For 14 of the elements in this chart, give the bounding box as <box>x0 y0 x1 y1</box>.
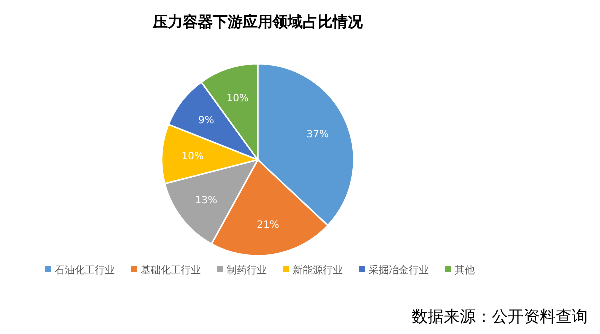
legend-label: 石油化工行业 <box>55 264 115 276</box>
legend-label: 其他 <box>455 264 475 276</box>
legend-label: 采掘冶金行业 <box>369 264 429 276</box>
data-label: 10% <box>226 93 249 104</box>
legend-label: 基础化工行业 <box>141 264 201 276</box>
chart-title: 压力容器下游应用领域占比情况 <box>152 13 364 31</box>
source-note: 数据来源：公开资料查询 <box>412 307 588 326</box>
legend-label: 制药行业 <box>227 264 267 276</box>
data-label: 37% <box>306 130 330 141</box>
data-label: 21% <box>257 220 280 231</box>
data-label: 13% <box>195 196 218 207</box>
data-label: 10% <box>182 151 204 162</box>
legend-label: 新能源行业 <box>293 264 343 276</box>
data-label: 9% <box>198 115 214 126</box>
